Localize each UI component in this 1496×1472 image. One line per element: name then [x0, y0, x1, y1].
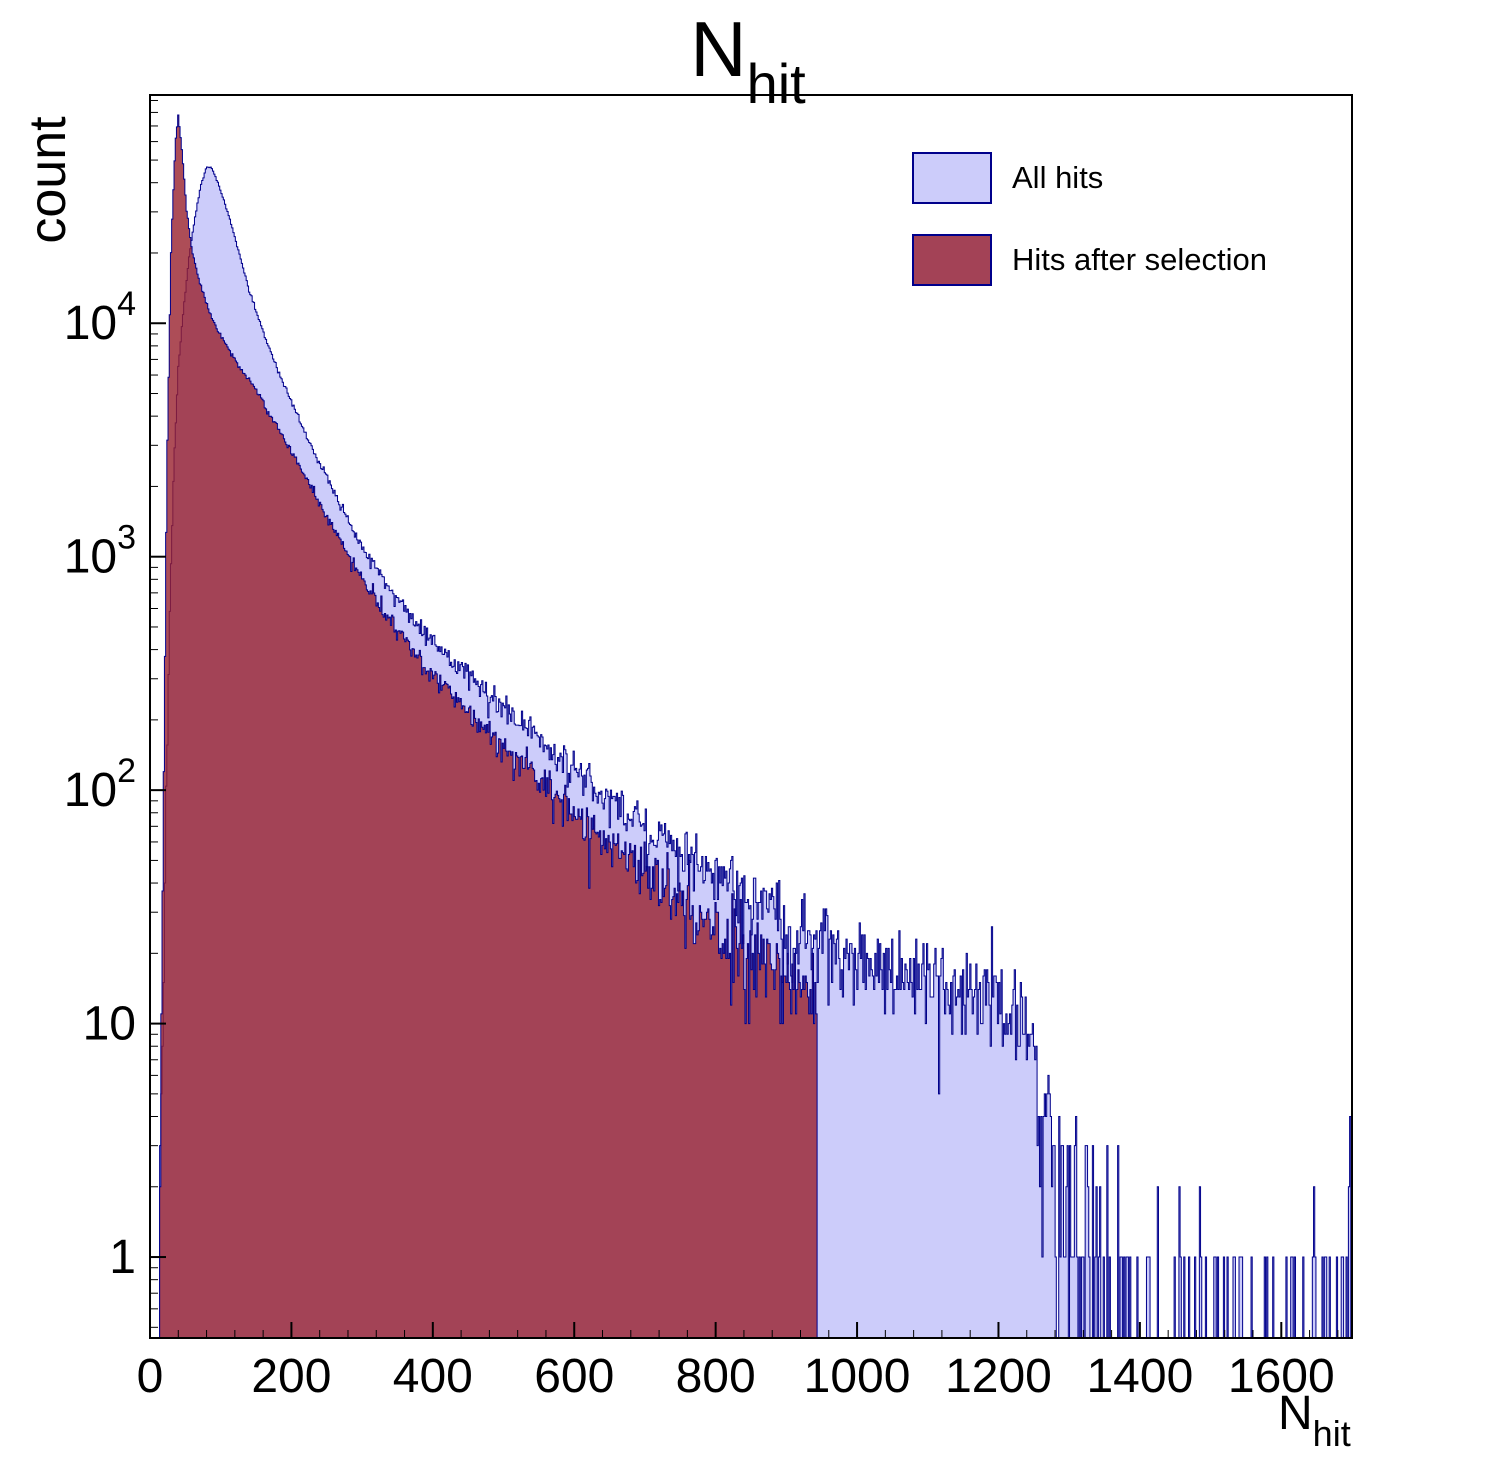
legend-swatch-all-hits — [912, 152, 992, 204]
legend-item-hits-after-selection: Hits after selection — [912, 232, 1267, 288]
x-axis-label-sub: hit — [1312, 1412, 1351, 1454]
x-tick-label: 0 — [137, 1350, 164, 1403]
legend-swatch-hits-after-selection — [912, 234, 992, 286]
y-tick-label: 1 — [109, 1231, 136, 1284]
legend-label-all-hits: All hits — [1012, 160, 1104, 195]
legend-item-all-hits: All hits — [912, 150, 1267, 206]
legend-label-hits-after-selection: Hits after selection — [1012, 242, 1267, 277]
y-tick-label: 103 — [64, 519, 136, 584]
x-tick-label: 600 — [534, 1350, 614, 1403]
plot-frame — [149, 94, 1353, 1339]
legend: All hits Hits after selection — [912, 150, 1267, 314]
y-tick-label: 104 — [64, 285, 136, 350]
x-axis-label: Nhit — [1278, 1386, 1351, 1454]
x-tick-label: 1600 — [1228, 1350, 1335, 1403]
x-tick-label: 1000 — [804, 1350, 911, 1403]
plot-title-sub: hit — [746, 51, 806, 115]
plot-title: Nhit — [0, 4, 1496, 115]
plot-title-main: N — [690, 5, 747, 93]
x-tick-label: 800 — [676, 1350, 756, 1403]
x-tick-label: 400 — [393, 1350, 473, 1403]
x-axis-label-main: N — [1278, 1387, 1313, 1440]
y-tick-label: 10 — [83, 998, 136, 1051]
y-tick-label: 102 — [64, 752, 136, 817]
x-tick-label: 200 — [251, 1350, 331, 1403]
x-tick-label: 1400 — [1086, 1350, 1193, 1403]
y-axis-label: count — [19, 116, 77, 244]
x-tick-label: 1200 — [945, 1350, 1052, 1403]
series-hits-after-selection — [150, 114, 819, 1338]
